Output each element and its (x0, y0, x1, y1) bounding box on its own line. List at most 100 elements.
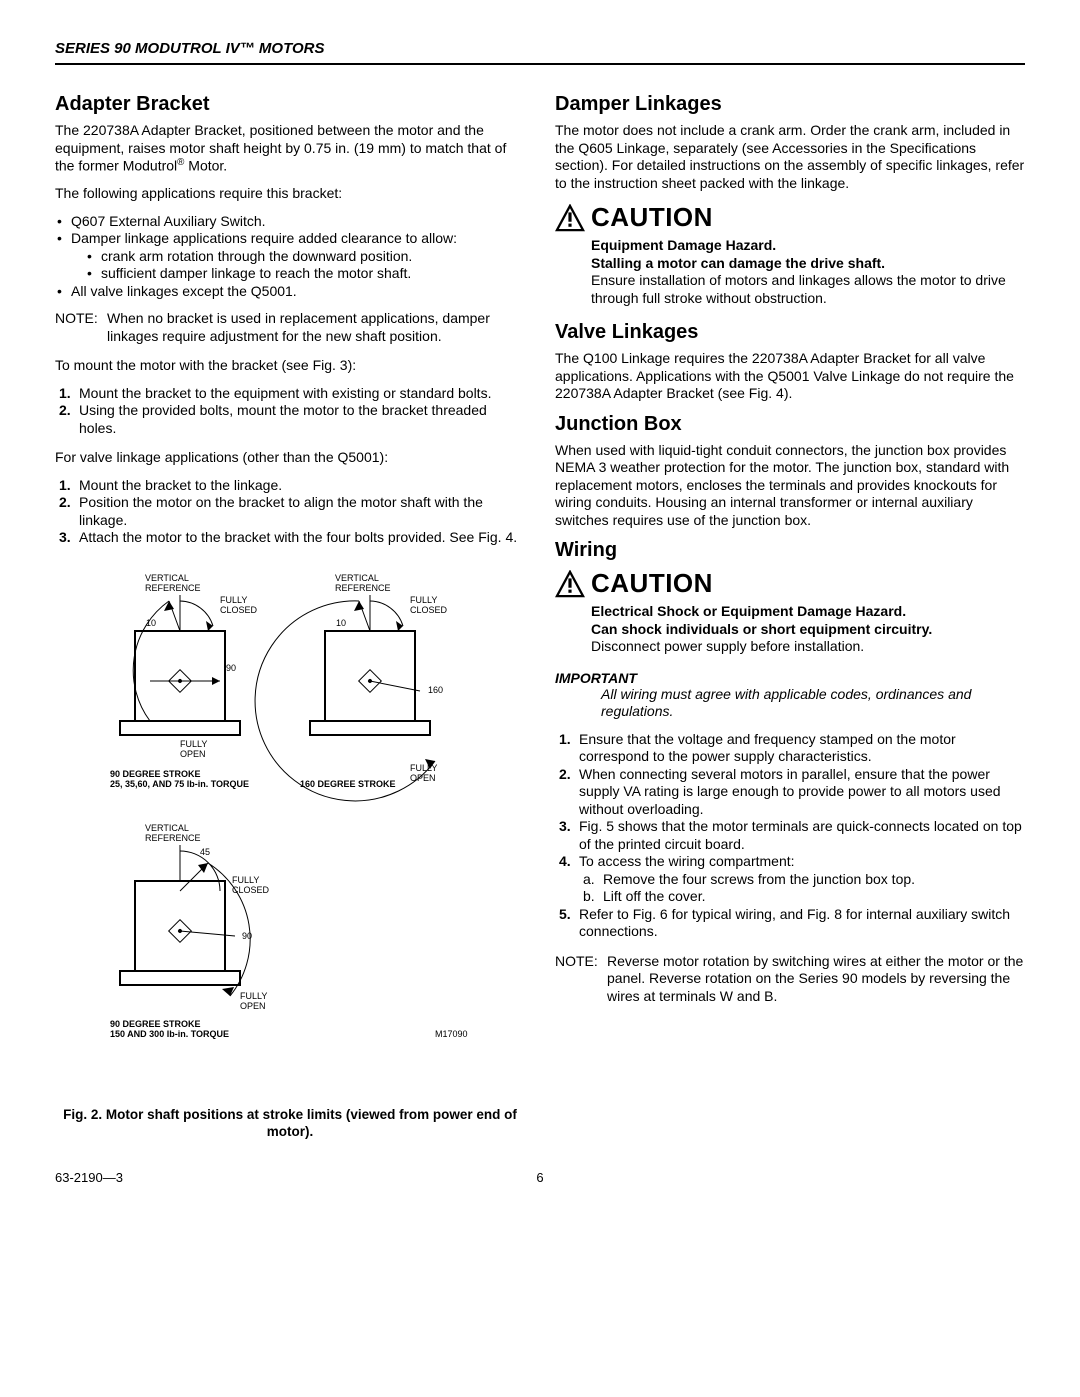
svg-text:FULLY: FULLY (240, 991, 267, 1001)
hazard-sub: Stalling a motor can damage the drive sh… (591, 255, 1025, 273)
svg-text:CLOSED: CLOSED (220, 605, 258, 615)
apps-subitem: sufficient damper linkage to reach the m… (71, 265, 525, 283)
svg-text:160: 160 (428, 685, 443, 695)
list-item: b.Lift off the cover. (579, 888, 1025, 906)
junction-paragraph: When used with liquid-tight conduit conn… (555, 442, 1025, 530)
adapter-paragraph: The 220738A Adapter Bracket, positioned … (55, 122, 525, 175)
wiring-substeps: a.Remove the four screws from the juncti… (579, 871, 1025, 906)
svg-text:OPEN: OPEN (240, 1001, 266, 1011)
wiring-steps: 1.Ensure that the voltage and frequency … (555, 731, 1025, 941)
list-item: 2.When connecting several motors in para… (555, 766, 1025, 819)
apps-item-text: Damper linkage applications require adde… (71, 230, 457, 246)
svg-text:REFERENCE: REFERENCE (335, 583, 391, 593)
apps-intro: The following applications require this … (55, 185, 525, 203)
apps-sublist: crank arm rotation through the downward … (71, 248, 525, 283)
note-text: Reverse motor rotation by switching wire… (607, 953, 1025, 1006)
list-item: 4. To access the wiring compartment: a.R… (555, 853, 1025, 906)
hazard-title: Equipment Damage Hazard. (591, 237, 1025, 255)
svg-text:45: 45 (200, 847, 210, 857)
heading-damper-linkages: Damper Linkages (555, 93, 1025, 116)
figure-code: M17090 (435, 1029, 468, 1039)
right-column: Damper Linkages The motor does not inclu… (555, 93, 1025, 1140)
important-block: IMPORTANT All wiring must agree with app… (555, 670, 1025, 721)
svg-text:CLOSED: CLOSED (410, 605, 448, 615)
mount-steps: 1.Mount the bracket to the equipment wit… (55, 385, 525, 438)
note-block: NOTE: When no bracket is used in replace… (55, 310, 525, 345)
svg-text:FULLY: FULLY (220, 595, 247, 605)
svg-text:VERTICAL: VERTICAL (145, 823, 189, 833)
footer-page-number: 6 (536, 1170, 543, 1185)
svg-text:FULLY: FULLY (180, 739, 207, 749)
page-header: SERIES 90 MODUTROL IV™ MOTORS (55, 40, 1025, 65)
svg-text:FULLY: FULLY (410, 595, 437, 605)
apps-subitem: crank arm rotation through the downward … (71, 248, 525, 266)
warning-icon (555, 570, 585, 598)
hazard-body: Disconnect power supply before installat… (591, 638, 1025, 656)
motor-stroke-diagram: .lt { font-family: Arial; font-size: 9px… (80, 561, 500, 1101)
hazard-body: Ensure installation of motors and linkag… (591, 272, 1025, 307)
note-block: NOTE: Reverse motor rotation by switchin… (555, 953, 1025, 1006)
warning-icon (555, 204, 585, 232)
two-column-layout: Adapter Bracket The 220738A Adapter Brac… (55, 93, 1025, 1140)
caution-label: CAUTION (591, 202, 713, 233)
page-footer: 63-2190—3 6 (55, 1170, 1025, 1185)
heading-adapter-bracket: Adapter Bracket (55, 93, 525, 116)
caution-block: CAUTION (555, 568, 1025, 599)
step-text: Attach the motor to the bracket with the… (79, 529, 525, 547)
step-text-inner: To access the wiring compartment: (579, 853, 795, 869)
damper-paragraph: The motor does not include a crank arm. … (555, 122, 1025, 192)
step-text: Mount the bracket to the equipment with … (79, 385, 525, 403)
list-item: 3.Fig. 5 shows that the motor terminals … (555, 818, 1025, 853)
list-item: 1.Mount the bracket to the linkage. (55, 477, 525, 495)
svg-text:90 DEGREE STROKE: 90 DEGREE STROKE (110, 1019, 201, 1029)
step-text: When connecting several motors in parall… (579, 766, 1025, 819)
step-text: Mount the bracket to the linkage. (79, 477, 525, 495)
step-text: Refer to Fig. 6 for typical wiring, and … (579, 906, 1025, 941)
valve-intro: For valve linkage applications (other th… (55, 449, 525, 467)
caution-block: CAUTION (555, 202, 1025, 233)
apps-item: Q607 External Auxiliary Switch. (55, 213, 525, 231)
step-text: To access the wiring compartment: a.Remo… (579, 853, 1025, 906)
svg-text:10: 10 (336, 618, 346, 628)
figure-caption: Fig. 2. Motor shaft positions at stroke … (55, 1107, 525, 1141)
note-label: NOTE: (555, 953, 607, 1006)
svg-text:REFERENCE: REFERENCE (145, 833, 201, 843)
list-item: a.Remove the four screws from the juncti… (579, 871, 1025, 889)
list-item: 1.Mount the bracket to the equipment wit… (55, 385, 525, 403)
apps-item: Damper linkage applications require adde… (55, 230, 525, 283)
note-text: When no bracket is used in replacement a… (107, 310, 525, 345)
hazard-text: Equipment Damage Hazard. Stalling a moto… (555, 237, 1025, 307)
svg-text:90: 90 (226, 663, 236, 673)
step-text: Fig. 5 shows that the motor terminals ar… (579, 818, 1025, 853)
left-column: Adapter Bracket The 220738A Adapter Brac… (55, 93, 525, 1140)
list-item: 1.Ensure that the voltage and frequency … (555, 731, 1025, 766)
svg-text:FULLY: FULLY (410, 763, 437, 773)
hazard-text: Electrical Shock or Equipment Damage Haz… (555, 603, 1025, 656)
important-label: IMPORTANT (555, 670, 1025, 686)
substep-text: Lift off the cover. (603, 888, 1025, 906)
svg-text:90 DEGREE STROKE: 90 DEGREE STROKE (110, 769, 201, 779)
substep-text: Remove the four screws from the junction… (603, 871, 1025, 889)
svg-text:OPEN: OPEN (180, 749, 206, 759)
heading-wiring: Wiring (555, 539, 1025, 562)
hazard-sub: Can shock individuals or short equipment… (591, 621, 1025, 639)
svg-text:OPEN: OPEN (410, 773, 436, 783)
svg-text:REFERENCE: REFERENCE (145, 583, 201, 593)
note-label: NOTE: (55, 310, 107, 345)
svg-text:25, 35,60, AND 75 lb-in. TORQU: 25, 35,60, AND 75 lb-in. TORQUE (110, 779, 249, 789)
figure-2: .lt { font-family: Arial; font-size: 9px… (55, 561, 525, 1141)
apps-list: Q607 External Auxiliary Switch. Damper l… (55, 213, 525, 301)
valve-steps: 1.Mount the bracket to the linkage. 2.Po… (55, 477, 525, 547)
hazard-title: Electrical Shock or Equipment Damage Haz… (591, 603, 1025, 621)
step-text: Ensure that the voltage and frequency st… (579, 731, 1025, 766)
apps-item: All valve linkages except the Q5001. (55, 283, 525, 301)
adapter-p1b: Motor. (184, 158, 227, 174)
step-text: Using the provided bolts, mount the moto… (79, 402, 525, 437)
list-item: 5.Refer to Fig. 6 for typical wiring, an… (555, 906, 1025, 941)
list-item: 3.Attach the motor to the bracket with t… (55, 529, 525, 547)
list-item: 2.Position the motor on the bracket to a… (55, 494, 525, 529)
caution-label: CAUTION (591, 568, 713, 599)
figure-caption-text: Fig. 2. Motor shaft positions at stroke … (63, 1107, 517, 1139)
mount-intro: To mount the motor with the bracket (see… (55, 357, 525, 375)
step-text: Position the motor on the bracket to ali… (79, 494, 525, 529)
